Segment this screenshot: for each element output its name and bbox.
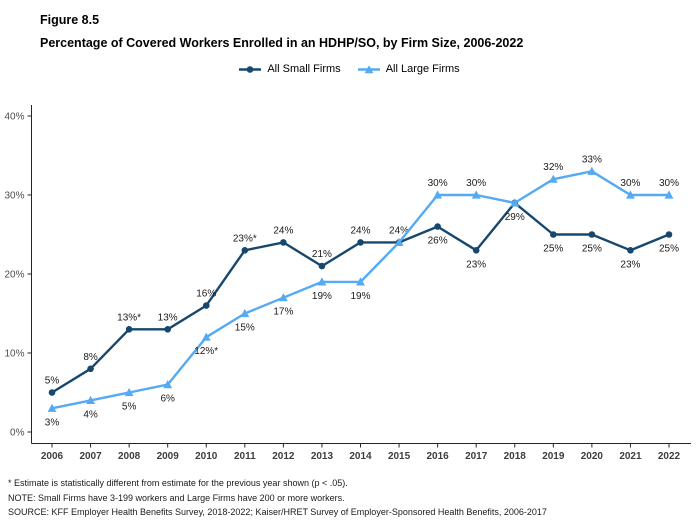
svg-text:26%: 26% xyxy=(428,236,448,247)
svg-text:2007: 2007 xyxy=(79,451,102,462)
figure-title: Percentage of Covered Workers Enrolled i… xyxy=(40,36,524,50)
svg-text:10%: 10% xyxy=(4,349,24,360)
svg-text:2011: 2011 xyxy=(234,451,256,462)
svg-text:24%: 24% xyxy=(350,225,370,236)
svg-text:19%: 19% xyxy=(312,291,332,302)
svg-text:2012: 2012 xyxy=(272,451,295,462)
svg-text:6%: 6% xyxy=(160,394,175,405)
figure-label: Figure 8.5 xyxy=(40,13,100,27)
svg-text:13%*: 13%* xyxy=(117,312,141,323)
svg-text:2021: 2021 xyxy=(619,451,642,462)
legend-label-large-firms: All Large Firms xyxy=(385,63,460,75)
svg-text:5%: 5% xyxy=(45,376,60,387)
svg-text:13%: 13% xyxy=(158,312,178,323)
legend-label-small-firms: All Small Firms xyxy=(267,63,341,75)
svg-text:12%*: 12%* xyxy=(194,346,218,357)
svg-text:32%: 32% xyxy=(543,162,563,173)
footnote-note: NOTE: Small Firms have 3-199 workers and… xyxy=(8,492,345,503)
svg-text:20%: 20% xyxy=(4,270,24,281)
svg-text:29%: 29% xyxy=(505,212,525,223)
svg-text:2010: 2010 xyxy=(195,451,218,462)
svg-text:2017: 2017 xyxy=(465,451,488,462)
svg-text:2014: 2014 xyxy=(349,451,372,462)
svg-text:2020: 2020 xyxy=(581,451,604,462)
svg-text:2015: 2015 xyxy=(388,451,411,462)
svg-text:2006: 2006 xyxy=(41,451,64,462)
svg-text:30%: 30% xyxy=(428,178,448,189)
svg-text:40%: 40% xyxy=(4,112,24,123)
svg-text:23%*: 23%* xyxy=(233,233,257,244)
svg-text:30%: 30% xyxy=(659,178,679,189)
svg-text:30%: 30% xyxy=(620,178,640,189)
footnote-asterisk: * Estimate is statistically different fr… xyxy=(8,478,348,488)
footnote-source: SOURCE: KFF Employer Health Benefits Sur… xyxy=(8,507,547,517)
svg-text:25%: 25% xyxy=(543,244,563,255)
svg-text:25%: 25% xyxy=(659,244,679,255)
svg-text:33%: 33% xyxy=(582,154,602,165)
svg-text:17%: 17% xyxy=(273,307,293,318)
svg-text:2022: 2022 xyxy=(658,451,681,462)
svg-text:24%: 24% xyxy=(273,225,293,236)
svg-text:0%: 0% xyxy=(10,428,25,439)
svg-text:8%: 8% xyxy=(83,352,98,363)
large-firms-line-triangle-icon xyxy=(357,64,380,73)
svg-text:2016: 2016 xyxy=(427,451,450,462)
svg-text:2018: 2018 xyxy=(504,451,527,462)
chart-footnotes: * Estimate is statistically different fr… xyxy=(8,476,698,520)
svg-text:2013: 2013 xyxy=(311,451,334,462)
svg-text:30%: 30% xyxy=(4,191,24,202)
svg-text:3%: 3% xyxy=(45,417,60,428)
small-firms-line-circle-icon xyxy=(239,65,262,73)
legend-item-all-large-firms: All Large Firms xyxy=(357,63,460,75)
svg-text:2008: 2008 xyxy=(118,451,141,462)
svg-text:15%: 15% xyxy=(235,323,255,334)
svg-text:5%: 5% xyxy=(122,402,137,413)
chart-legend: All Small Firms All Large Firms xyxy=(0,63,698,75)
svg-text:23%: 23% xyxy=(620,259,640,270)
svg-text:2019: 2019 xyxy=(542,451,565,462)
svg-text:21%: 21% xyxy=(312,249,332,260)
svg-text:16%: 16% xyxy=(196,289,216,300)
svg-text:30%: 30% xyxy=(466,178,486,189)
svg-text:24%: 24% xyxy=(389,225,409,236)
svg-text:2009: 2009 xyxy=(157,451,180,462)
svg-text:4%: 4% xyxy=(83,409,98,420)
svg-text:25%: 25% xyxy=(582,244,602,255)
legend-item-all-small-firms: All Small Firms xyxy=(238,63,341,75)
svg-text:19%: 19% xyxy=(350,291,370,302)
svg-text:23%: 23% xyxy=(466,259,486,270)
